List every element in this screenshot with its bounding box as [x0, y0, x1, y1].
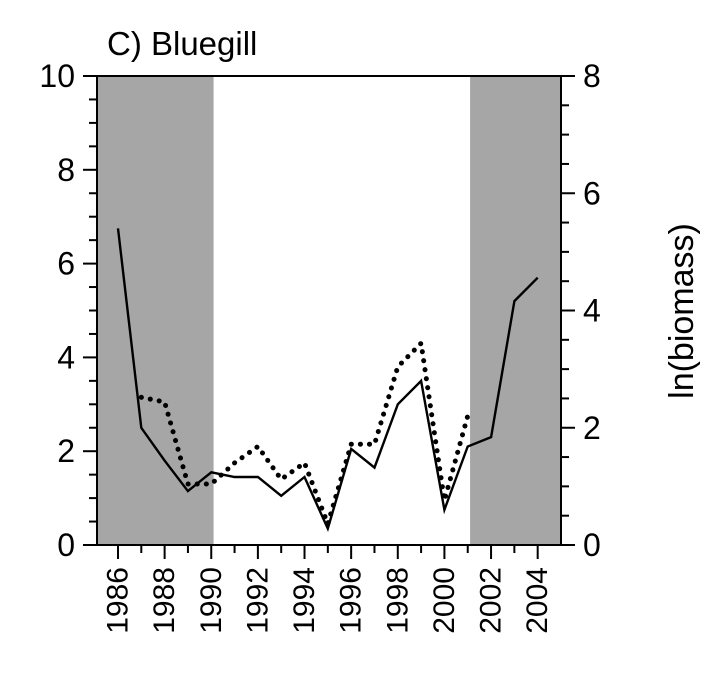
solid-series-line [116, 228, 539, 533]
x-tick-label: 1988 [148, 567, 181, 634]
x-tick-label: 2000 [428, 567, 461, 634]
shaded-periods [97, 76, 561, 545]
x-tick-label: 1986 [101, 567, 134, 634]
x-tick-label: 2004 [521, 567, 554, 634]
axis-ticks [83, 75, 575, 559]
y-left-tick-label: 10 [39, 58, 75, 94]
x-tick-label: 2002 [475, 567, 508, 634]
chart-title: C) Bluegill [107, 25, 257, 62]
shaded-period-1 [97, 76, 214, 545]
x-tick-label: 1994 [288, 567, 321, 634]
y-axis-right-label: ln(biomass) [663, 223, 701, 399]
x-tick-label: 1998 [381, 567, 414, 634]
axis-tick-labels: 1986 1988 1990 1992 1994 1996 1998 2000 2002 2004… [39, 58, 600, 634]
y-left-tick-label: 2 [57, 433, 75, 469]
y-right-tick-label: 0 [583, 527, 601, 563]
y-left-tick-label: 8 [57, 152, 75, 188]
y-left-tick-label: 4 [57, 339, 75, 375]
x-tick-label: 1996 [335, 567, 368, 634]
x-tick-label: 1990 [195, 567, 228, 634]
x-tick-label: 1992 [241, 567, 274, 634]
y-left-tick-label: 6 [57, 246, 75, 282]
series-layer [116, 228, 539, 533]
y-right-tick-label: 8 [583, 58, 601, 94]
y-left-tick-label: 0 [57, 527, 75, 563]
y-right-tick-label: 4 [583, 293, 601, 329]
y-right-tick-label: 6 [583, 175, 601, 211]
y-right-tick-label: 2 [583, 410, 601, 446]
dotted-series-line [138, 337, 471, 532]
shaded-period-2 [470, 76, 561, 545]
